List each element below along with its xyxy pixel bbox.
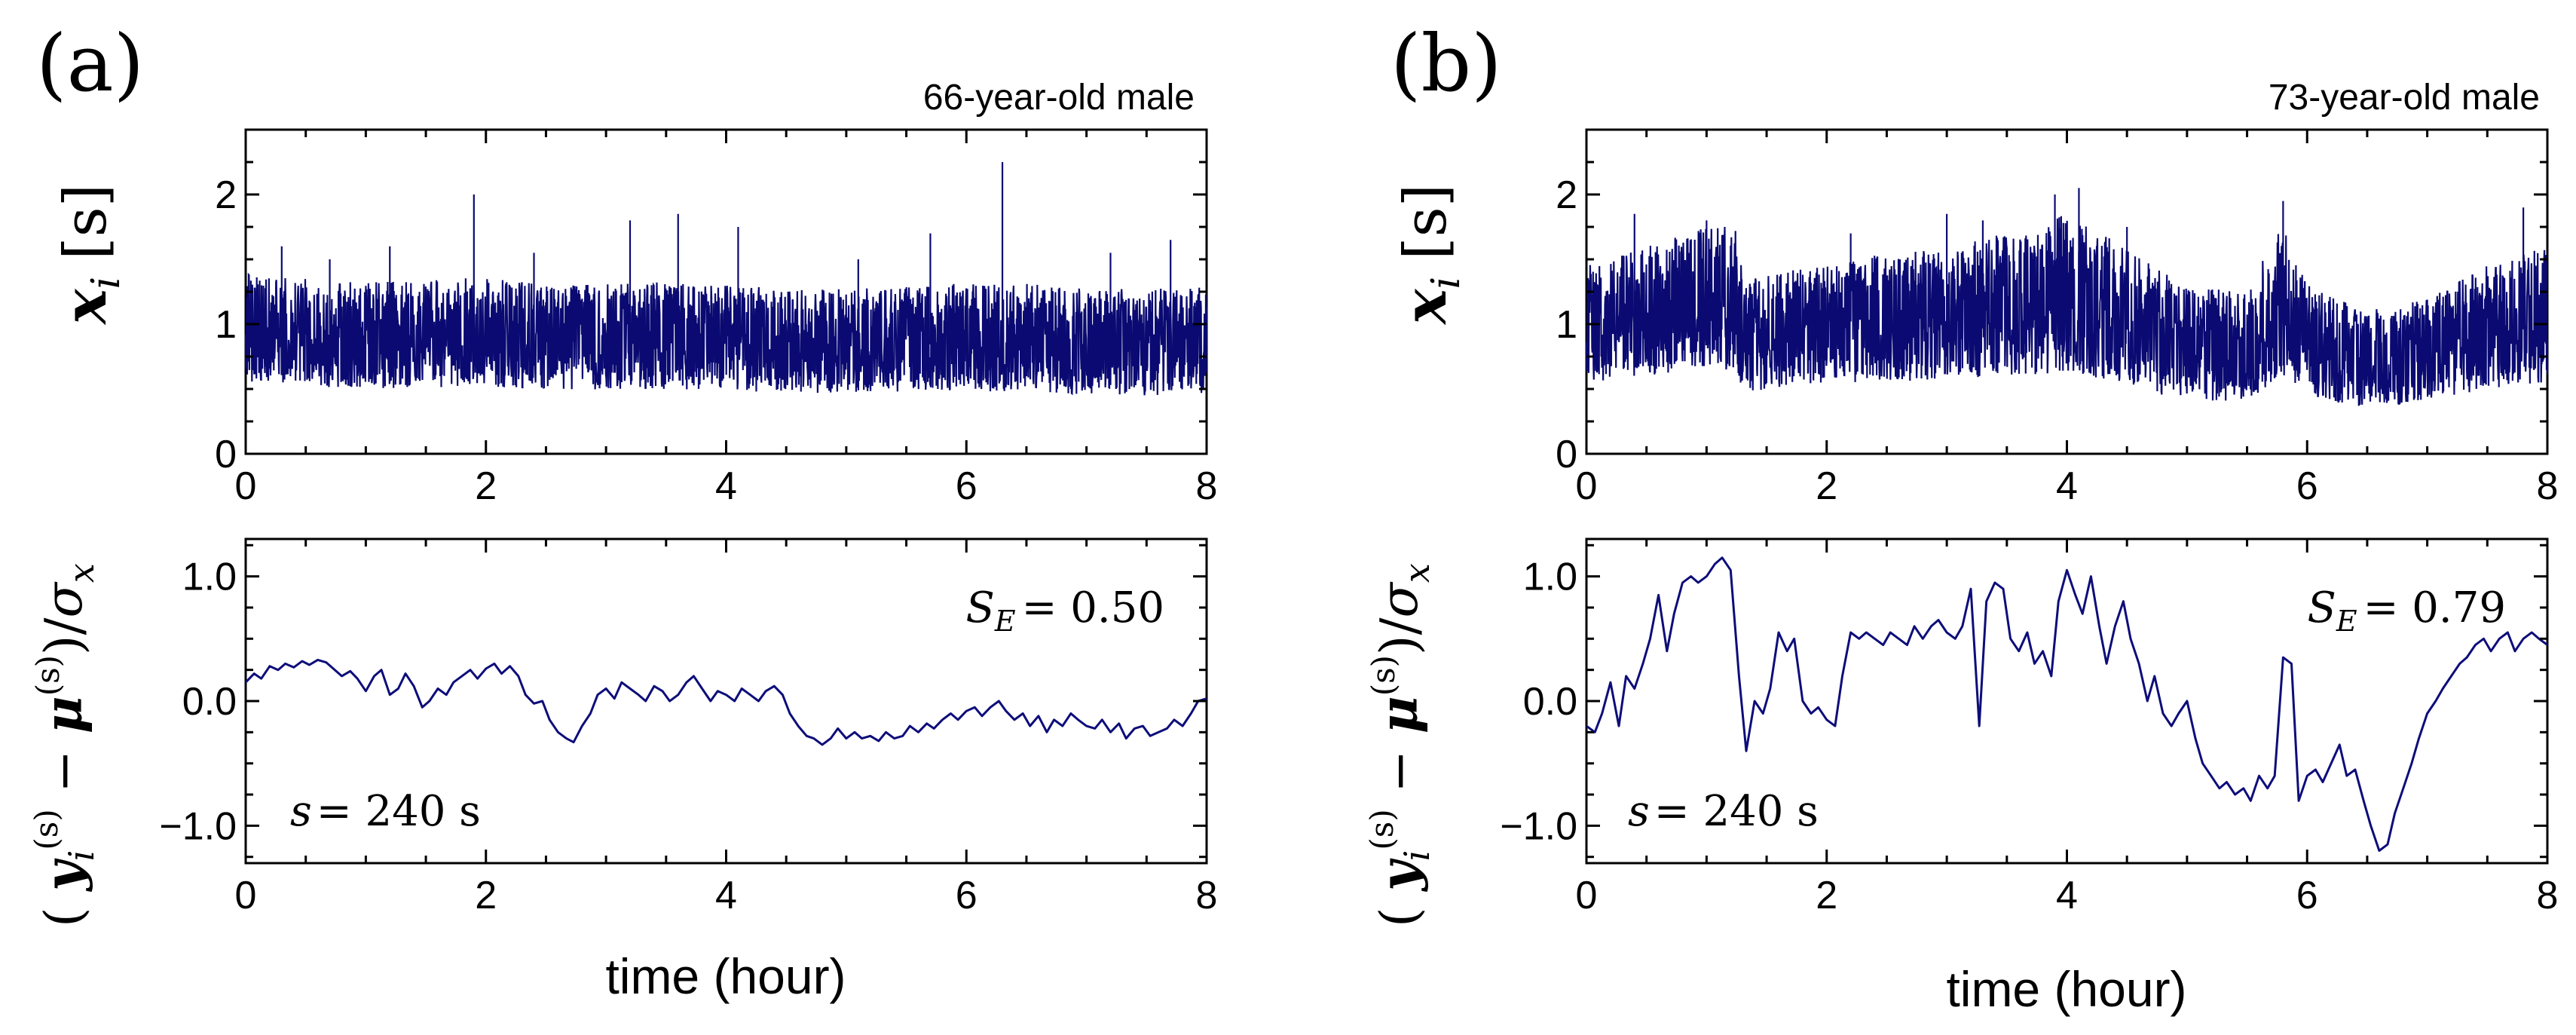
panel-b-bottom-xtick-label: 0 (1576, 874, 1598, 917)
panel-b-bottom-ytick-label: 1.0 (1523, 556, 1577, 599)
panel-b-se-subscript: E (2336, 605, 2357, 638)
panel-a-top-ytick-label: 2 (215, 173, 237, 217)
panel-b-se-value: = 0.79 (2363, 583, 2506, 632)
panel-b-top-xtick-label: 8 (2537, 464, 2559, 508)
panel-b-top-ylabel-unit: [s] (1392, 184, 1460, 260)
panel-a-s-annotation: s = 240 s (290, 787, 481, 836)
panel-b-top-trace (1585, 188, 2549, 406)
panel-b-top-ytick-label: 1 (1556, 303, 1577, 347)
panel-b-top-ylabel: xi [s] (1391, 184, 1469, 326)
panel-b-top-xtick-label: 6 (2296, 464, 2318, 508)
panel-a-se-symbol: S (965, 583, 994, 632)
panel-a-top-axes: 0 2 4 6 8 0 1 2 xi [s] (51, 128, 1218, 508)
panel-a-bottom-xtick-label: 8 (1196, 874, 1218, 917)
panel-a-se-value: = 0.50 (1022, 583, 1164, 632)
panel-a-se-subscript: E (994, 605, 1016, 638)
panel-b-bottom-ylabel: ( yi(s) − μ(s))/σx (1363, 563, 1437, 927)
panel-b-bottom-xtick-label: 4 (2056, 874, 2078, 917)
panel-a-bottom-series-line (244, 658, 1207, 746)
panel-a-top-ylabel-sub: i (84, 277, 129, 289)
panel-b-bottom-axes: 0 2 4 6 8 1.0 0.0 −1.0 SE = 0.79 s = 240 s time (… (1500, 537, 2558, 1017)
panel-a-top-ylabel: xi [s] (51, 184, 129, 326)
panel-a-top-xtick-label: 0 (235, 464, 257, 508)
panel-a-bottom-xtick-label: 0 (235, 874, 257, 917)
panel-b-s-annotation: s = 240 s (1628, 787, 1819, 836)
panel-b-top-axes: 0 2 4 6 8 0 1 2 xi [s] (1391, 128, 2559, 508)
panel-b-se-symbol: S (2307, 583, 2336, 632)
panel-a-top-xtick-label: 6 (956, 464, 977, 508)
panel-b-bottom-trace (1586, 556, 2548, 852)
panel-a-top-ticks: 0 2 4 6 8 0 1 2 (215, 128, 1218, 508)
panel-b-s-symbol: s (1628, 787, 1650, 836)
panel-a-bottom-ytick-label: 1.0 (182, 556, 237, 599)
panel-a-top-ytick-label: 0 (215, 433, 237, 476)
panel-b-top-xtick-label: 0 (1576, 464, 1598, 508)
panel-a-top-trace (244, 162, 1208, 396)
panel-b-bottom-series-line (1586, 556, 2548, 852)
panel-a-bottom-trace (244, 658, 1207, 746)
panel-a-subject: 66-year-old male (923, 78, 1195, 118)
panel-a-bottom-ylabel: ( yi(s) − μ(s))/σx (28, 563, 102, 927)
panel-b-top-xtick-label: 2 (1816, 464, 1837, 508)
panel-b-se-annotation: SE = 0.79 (2307, 583, 2506, 638)
panel-b-top-ytick-label: 2 (1556, 173, 1577, 217)
panel-a-bottom-ytick-label: 0.0 (182, 680, 237, 724)
panel-a-top-xtick-label: 4 (715, 464, 737, 508)
panel-b-top-ytick-label: 0 (1556, 433, 1577, 476)
panel-b-s-value: = 240 s (1654, 787, 1819, 836)
panel-a: (a) 66-year-old male 0 2 4 6 8 0 1 2 xi [s] 0 2 4 6… (28, 17, 1217, 1004)
panel-a-label: (a) (36, 17, 144, 109)
panel-a-s-symbol: s (290, 787, 312, 836)
panel-a-top-ylabel-unit: [s] (52, 184, 120, 260)
panel-a-bottom-axes: 0 2 4 6 8 1.0 0.0 −1.0 SE = 0.50 s = 240 s time (… (159, 537, 1217, 1004)
panel-a-se-annotation: SE = 0.50 (965, 583, 1164, 638)
panel-a-top-xtick-label: 8 (1196, 464, 1218, 508)
panel-a-top-series-line (244, 272, 1208, 396)
panel-b-bottom-ytick-label: −1.0 (1500, 804, 1577, 848)
panel-b: (b) 73-year-old male 0 2 4 6 8 0 1 2 xi [s] 0 2 4 6… (1363, 17, 2558, 1017)
panel-a-bottom-xtick-label: 6 (956, 874, 977, 917)
panel-b-bottom-ticks: 0 2 4 6 8 1.0 0.0 −1.0 (1500, 539, 2558, 917)
panel-b-bottom-ytick-label: 0.0 (1523, 680, 1577, 724)
panel-a-bottom-xtick-label: 2 (475, 874, 497, 917)
panel-b-bottom-xtick-label: 6 (2296, 874, 2318, 917)
panel-b-top-ylabel-var: x (1391, 288, 1460, 326)
panel-b-top-xtick-label: 4 (2056, 464, 2078, 508)
panel-a-top-ytick-label: 1 (215, 303, 237, 347)
panel-b-subject: 73-year-old male (2269, 78, 2540, 118)
panel-a-top-ylabel-var: x (51, 288, 120, 326)
panel-b-xlabel: time (hour) (1946, 961, 2186, 1017)
panel-b-label: (b) (1390, 17, 1502, 109)
panel-b-top-ylabel-sub: i (1424, 277, 1469, 289)
panel-a-bottom-ytick-label: −1.0 (159, 804, 237, 848)
panel-b-bottom-xtick-label: 8 (2537, 874, 2559, 917)
panel-a-s-value: = 240 s (317, 787, 481, 836)
panel-a-bottom-xtick-label: 4 (715, 874, 737, 917)
panel-a-bottom-ticks: 0 2 4 6 8 1.0 0.0 −1.0 (159, 539, 1217, 917)
panel-b-bottom-xtick-label: 2 (1816, 874, 1837, 917)
panel-a-top-xtick-label: 2 (475, 464, 497, 508)
panel-b-top-ticks: 0 2 4 6 8 0 1 2 (1556, 128, 2559, 508)
panel-a-xlabel: time (hour) (605, 948, 846, 1004)
panel-b-top-series-line (1585, 216, 2549, 406)
